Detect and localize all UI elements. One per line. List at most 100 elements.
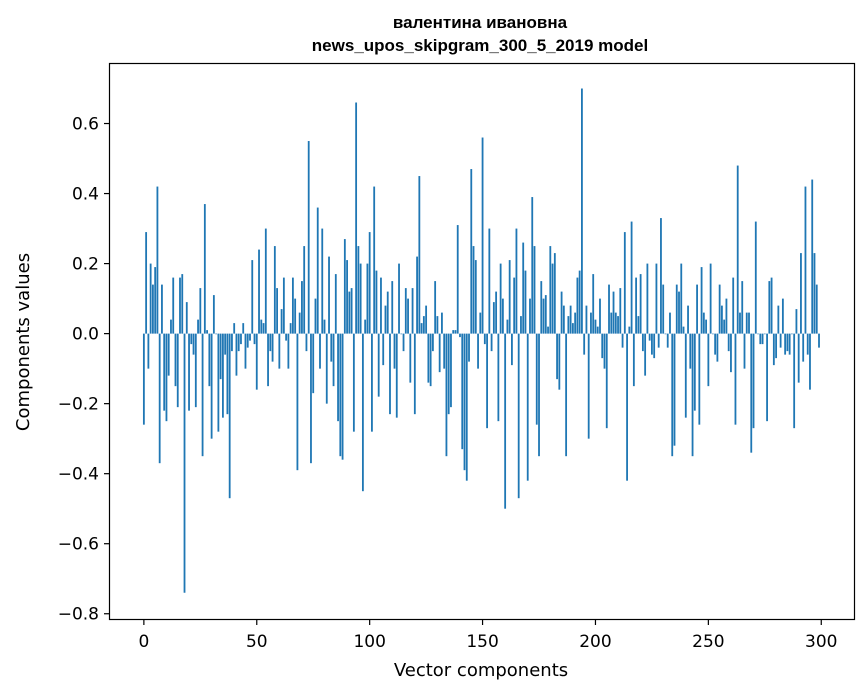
bar-component-45 xyxy=(244,333,247,369)
bar-component-178 xyxy=(544,295,547,334)
bar-component-216 xyxy=(630,221,633,334)
bar-component-32 xyxy=(215,333,218,335)
bar-component-24 xyxy=(197,319,199,334)
bar-component-257 xyxy=(723,319,726,334)
y-tick-label: −0.8 xyxy=(58,605,99,625)
bar-component-92 xyxy=(350,288,353,334)
bar-component-9 xyxy=(163,333,166,411)
bar-component-85 xyxy=(334,274,337,334)
bar-component-150 xyxy=(481,137,484,334)
x-tick-label: 200 xyxy=(579,632,611,652)
bar-component-56 xyxy=(269,333,272,352)
bar-component-224 xyxy=(648,333,651,341)
bar-component-221 xyxy=(641,333,644,352)
bar-component-125 xyxy=(425,305,428,334)
bar-component-190 xyxy=(571,323,574,334)
bar-component-99 xyxy=(366,263,369,334)
bar-component-286 xyxy=(788,333,791,355)
bar-component-264 xyxy=(739,312,741,334)
bar-component-115 xyxy=(402,333,405,352)
bar-component-57 xyxy=(271,333,274,362)
y-tick-label: 0.4 xyxy=(72,185,99,205)
bar-component-8 xyxy=(161,284,163,334)
bar-component-292 xyxy=(802,333,805,362)
bar-component-13 xyxy=(172,277,175,334)
bar-component-62 xyxy=(282,277,285,334)
bar-component-172 xyxy=(531,197,534,334)
bar-component-86 xyxy=(337,333,339,422)
bar-component-164 xyxy=(513,277,516,334)
bar-component-102 xyxy=(373,186,376,334)
bar-component-261 xyxy=(732,277,735,334)
bar-component-129 xyxy=(434,281,437,334)
x-tick-label: 150 xyxy=(466,632,498,652)
bar-component-249 xyxy=(705,319,708,334)
bar-component-156 xyxy=(495,291,498,334)
bar-component-54 xyxy=(264,228,267,334)
bar-component-293 xyxy=(804,186,807,334)
bar-component-275 xyxy=(763,333,766,335)
bar-component-282 xyxy=(779,333,782,348)
bar-series xyxy=(142,88,820,593)
bar-component-182 xyxy=(553,253,556,334)
bar-component-36 xyxy=(224,333,227,355)
bar-component-144 xyxy=(468,333,470,362)
bar-component-202 xyxy=(599,298,601,334)
bar-component-166 xyxy=(517,333,520,499)
bar-component-98 xyxy=(364,319,367,334)
bar-component-223 xyxy=(646,263,649,334)
bar-component-130 xyxy=(436,316,439,334)
bar-component-77 xyxy=(316,207,319,334)
bar-component-279 xyxy=(772,333,775,366)
bar-component-28 xyxy=(206,330,208,334)
bar-component-124 xyxy=(422,316,425,334)
bar-component-142 xyxy=(463,333,466,471)
bar-component-44 xyxy=(242,323,245,334)
bar-component-161 xyxy=(506,319,509,334)
bar-component-41 xyxy=(235,333,238,376)
bar-component-136 xyxy=(450,333,452,408)
bar-component-100 xyxy=(368,232,371,334)
x-tick-label: 300 xyxy=(805,632,837,652)
bar-component-49 xyxy=(253,333,256,345)
y-tick-label: −0.2 xyxy=(58,395,99,415)
bar-component-108 xyxy=(386,291,389,334)
y-tick-label: 0.0 xyxy=(72,325,99,345)
bar-component-297 xyxy=(813,253,816,334)
bar-component-101 xyxy=(371,333,373,432)
bar-component-295 xyxy=(809,333,811,390)
bar-component-290 xyxy=(797,333,800,383)
bar-component-52 xyxy=(260,319,263,334)
bar-component-208 xyxy=(612,291,615,334)
bar-component-18 xyxy=(183,333,186,593)
bar-component-147 xyxy=(474,260,477,334)
bar-component-134 xyxy=(445,333,448,457)
bar-component-7 xyxy=(158,333,161,464)
bar-component-272 xyxy=(757,333,759,335)
bar-component-159 xyxy=(501,298,504,334)
y-axis-ticks: −0.8 −0.6 −0.4 −0.2 0.0 0.2 0.4 0.6 xyxy=(58,115,110,625)
bar-component-155 xyxy=(492,302,495,334)
bar-component-195 xyxy=(583,333,586,355)
bar-component-270 xyxy=(752,333,755,429)
bar-component-84 xyxy=(332,333,335,387)
bar-component-80 xyxy=(323,319,326,334)
bar-component-23 xyxy=(194,333,197,408)
bar-component-162 xyxy=(508,260,511,334)
bar-component-0 xyxy=(142,333,145,425)
x-tick-label: 50 xyxy=(246,632,268,652)
bar-component-225 xyxy=(651,333,653,355)
bar-component-29 xyxy=(208,333,211,387)
bar-component-20 xyxy=(188,333,190,411)
bar-component-53 xyxy=(262,323,265,334)
bar-component-252 xyxy=(711,333,714,335)
bar-component-215 xyxy=(628,326,631,334)
bar-component-201 xyxy=(596,326,599,334)
bar-component-266 xyxy=(743,333,746,369)
bar-component-246 xyxy=(698,333,701,425)
bar-component-230 xyxy=(662,284,665,334)
y-tick-label: −0.4 xyxy=(58,465,99,485)
bar-component-132 xyxy=(441,312,443,334)
bar-component-298 xyxy=(815,284,818,334)
bar-component-228 xyxy=(657,333,660,348)
